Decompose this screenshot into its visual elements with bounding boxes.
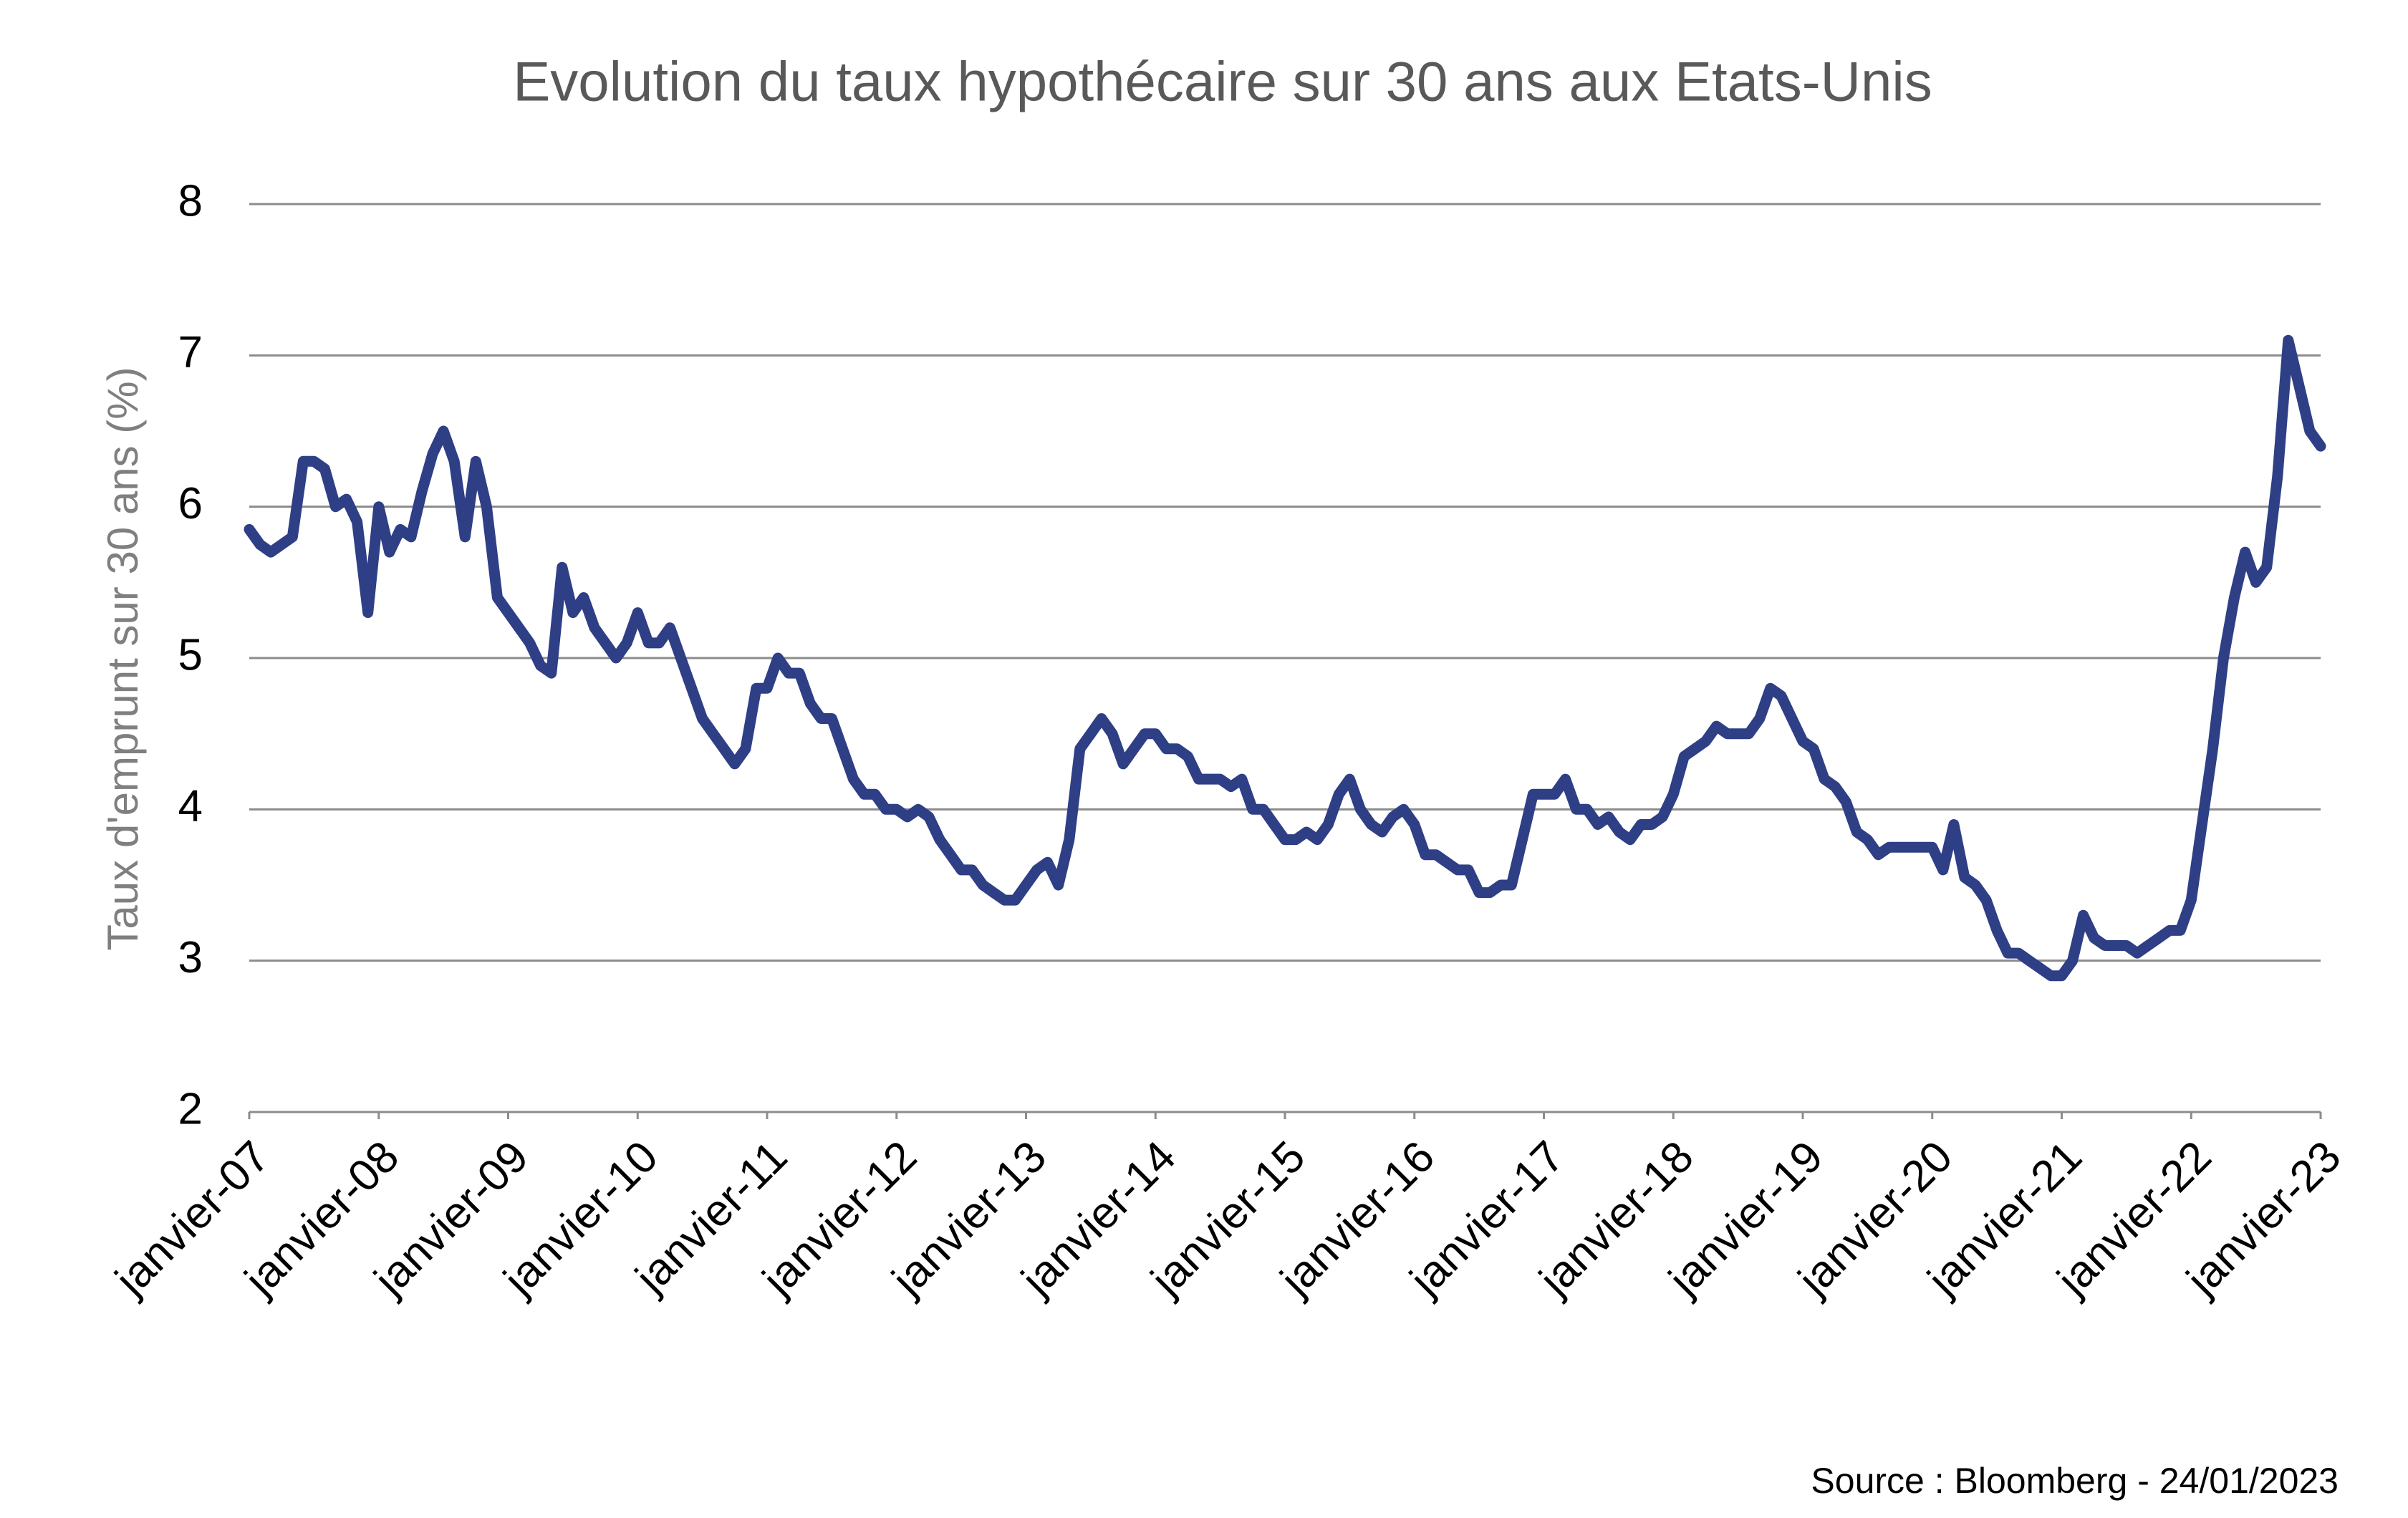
y-tick-label: 6 <box>178 479 203 528</box>
y-tick-label: 4 <box>178 782 203 831</box>
source-note: Source : Bloomberg - 24/01/2023 <box>1811 1461 2339 1501</box>
chart-title: Evolution du taux hypothécaire sur 30 an… <box>513 50 1932 113</box>
y-axis-label: Taux d'emprunt sur 30 ans (%) <box>99 367 147 950</box>
y-tick-label: 8 <box>178 176 203 226</box>
y-tick-label: 2 <box>178 1084 203 1133</box>
y-tick-label: 3 <box>178 933 203 982</box>
y-tick-label: 7 <box>178 328 203 377</box>
data-line <box>244 334 2326 982</box>
y-tick-label: 5 <box>178 630 203 680</box>
